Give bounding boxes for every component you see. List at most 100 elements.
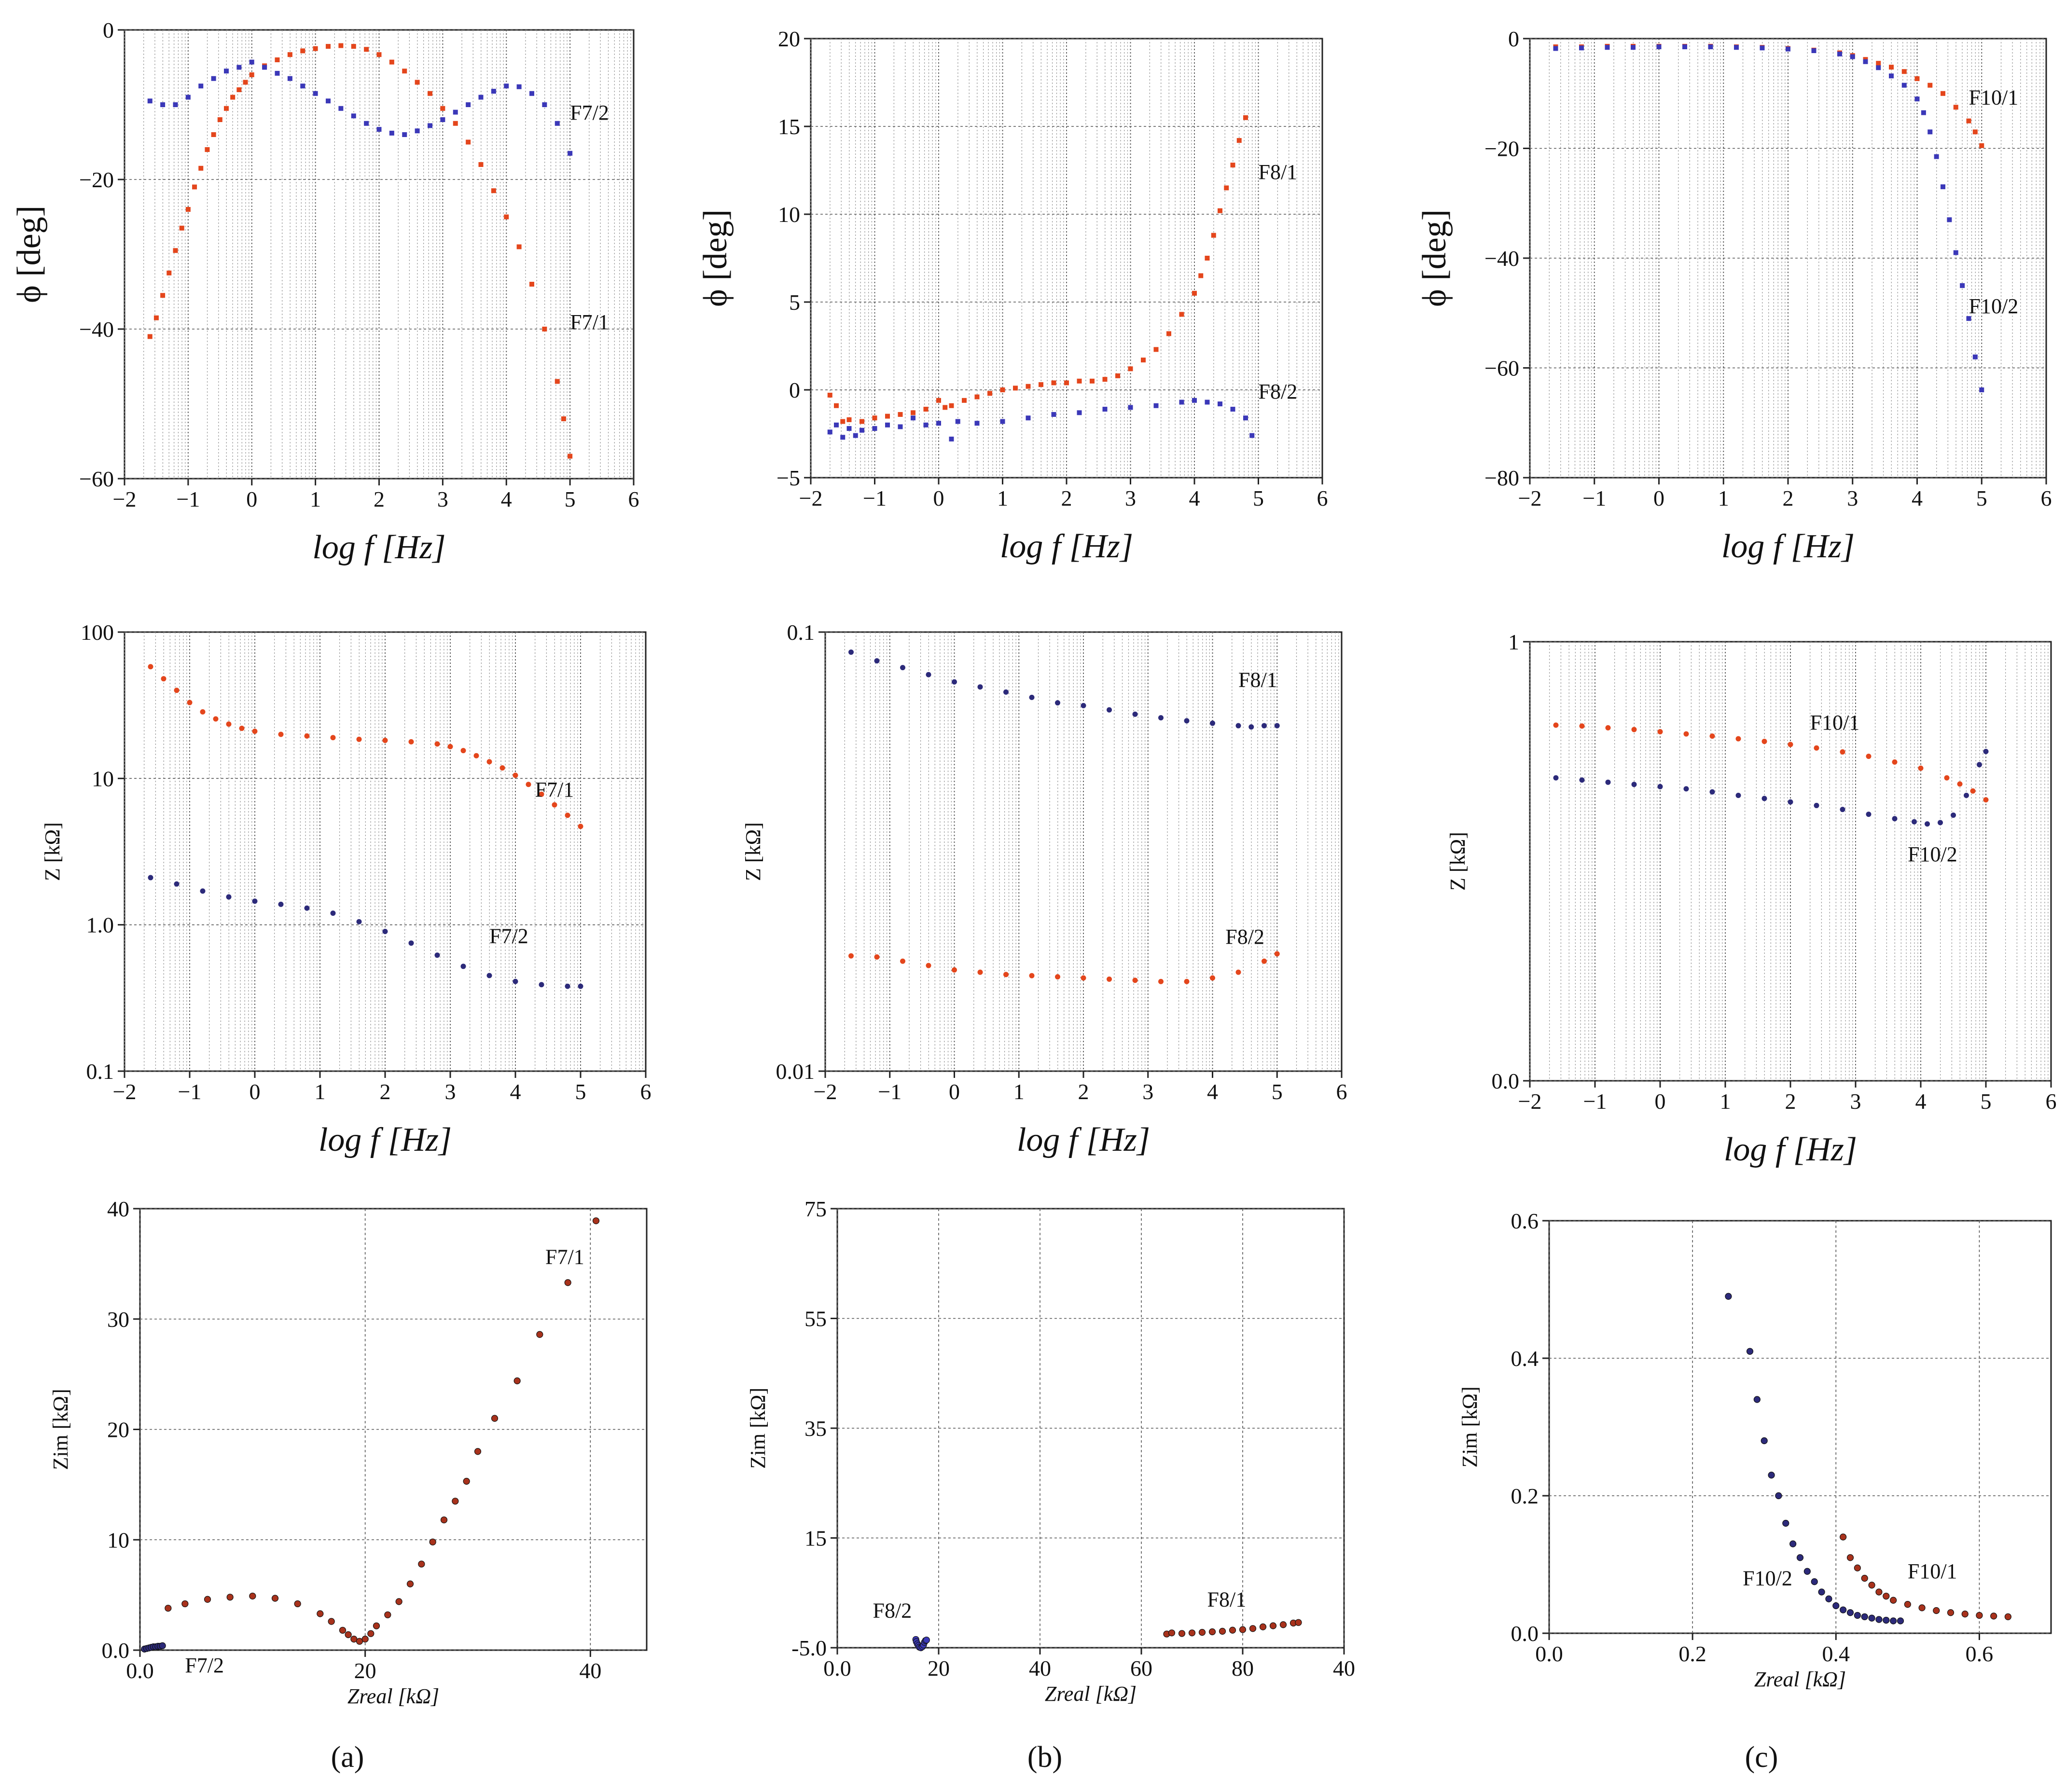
c-nyquist-point	[1832, 1602, 1840, 1610]
a-phase-xtick-label: 1	[310, 487, 321, 511]
b-modulus-point	[1107, 976, 1112, 982]
c-modulus-point	[1925, 821, 1930, 827]
a-phase-point	[351, 44, 356, 49]
a-phase-point	[198, 165, 204, 171]
b-phase-point	[1205, 400, 1210, 405]
c-nyquist-point	[1961, 1611, 1969, 1618]
a-nyquist-point	[165, 1604, 172, 1612]
c-phase-point	[1979, 387, 1984, 392]
c-modulus-xtick-label: 0	[1655, 1089, 1666, 1114]
b-nyquist-ytick-label: 55	[804, 1307, 827, 1331]
a-phase-point	[364, 47, 369, 52]
b-phase-point	[898, 424, 903, 429]
a-phase-point	[326, 44, 331, 49]
a-nyquist-point	[350, 1636, 358, 1643]
c-modulus-series-F10-2	[1553, 749, 1989, 827]
b-phase-point	[1077, 378, 1082, 384]
a-phase-point	[217, 117, 222, 122]
b-phase-point	[1026, 415, 1031, 421]
b-phase-series-label: F8/2	[1259, 380, 1298, 403]
a-nyquist-point	[463, 1477, 470, 1485]
a-phase-point	[491, 188, 496, 193]
a-modulus-point	[148, 664, 153, 670]
a-modulus-xtick-label: −1	[178, 1079, 202, 1104]
a-phase-point	[300, 83, 305, 89]
a-nyquist-point	[491, 1415, 499, 1422]
b-phase-point	[860, 427, 864, 433]
c-phase-ytick-label: 0	[1508, 27, 1519, 51]
a-nyquist-point	[395, 1598, 402, 1605]
a-modulus-series-label: F7/2	[489, 924, 528, 948]
c-modulus-point	[1944, 775, 1950, 781]
b-nyquist-point	[1178, 1630, 1186, 1637]
a-nyquist-ytick-label: 40	[107, 1197, 129, 1221]
a-phase-point	[466, 139, 471, 145]
b-nyquist-point	[1208, 1628, 1216, 1636]
c-modulus-xtick-label: 3	[1850, 1089, 1861, 1114]
a-modulus-point	[330, 735, 336, 741]
c-modulus-point	[1964, 793, 1969, 798]
a-modulus-point	[148, 875, 153, 881]
a-phase-point	[147, 98, 153, 104]
b-phase-point	[1211, 233, 1216, 238]
b-modulus-xtick-label: 4	[1207, 1079, 1218, 1104]
b-nyquist-point	[1259, 1623, 1267, 1630]
panel-letter-b: (b)	[1027, 1741, 1062, 1774]
c-modulus-point	[1709, 733, 1715, 739]
a-phase-point	[179, 225, 184, 231]
b-modulus-point	[1132, 711, 1138, 717]
b-phase-point	[1128, 366, 1133, 372]
a-phase-xtick-label: 2	[374, 487, 385, 511]
b-phase-point	[1051, 412, 1056, 417]
c-phase-xtick-label: 0	[1653, 486, 1664, 510]
a-modulus-ytick-label: 0.1	[86, 1059, 114, 1084]
c-phase-point	[1921, 110, 1926, 115]
a-phase-point	[440, 106, 445, 111]
a-phase-point	[326, 98, 331, 104]
c-phase-ytick-label: −20	[1484, 137, 1519, 161]
a-nyquist-point	[345, 1631, 352, 1639]
a-phase-point	[275, 70, 280, 76]
c-nyquist-ytick-label: 0.0	[1511, 1621, 1539, 1646]
a-phase-point	[205, 147, 210, 152]
a-phase-xtick-label: 5	[565, 487, 576, 511]
panel-letter-c: (c)	[1745, 1741, 1778, 1774]
a-nyquist-point	[592, 1217, 600, 1225]
b-modulus-point	[1055, 974, 1060, 979]
c-nyquist-point	[1854, 1564, 1861, 1571]
a-phase-point	[351, 113, 356, 119]
c-phase-point	[1901, 69, 1907, 74]
c-modulus-chart: −2 −1 0 1 2 3 4 5 6 0.0 1 log f [Hz] Z [kΩ] F10/1 F10/…	[1446, 630, 2057, 1168]
c-phase-series-label: F10/1	[1969, 86, 2019, 110]
b-nyquist-point	[1168, 1629, 1176, 1637]
c-phase-xtick-label: 6	[2041, 486, 2052, 510]
a-phase-point	[185, 207, 191, 212]
a-modulus-point	[460, 748, 466, 754]
c-phase-point	[1553, 46, 1558, 51]
a-phase-point	[453, 121, 458, 126]
a-phase-xtick-label: 4	[501, 487, 512, 511]
c-nyquist-point	[1846, 1609, 1854, 1616]
a-modulus-point	[278, 901, 284, 907]
a-nyquist-ylabel: Zim [kΩ]	[49, 1389, 72, 1470]
b-modulus-point	[1248, 724, 1254, 730]
a-modulus-point	[252, 898, 258, 904]
a-nyquist-point	[249, 1592, 256, 1600]
a-phase-point	[516, 84, 522, 89]
b-modulus-point	[848, 649, 854, 655]
c-nyquist-point	[1854, 1612, 1861, 1619]
c-nyquist-point	[1782, 1519, 1789, 1527]
b-modulus-point	[1262, 723, 1267, 729]
c-modulus-xlabel: log f [Hz]	[1724, 1131, 1857, 1168]
c-modulus-point	[1683, 786, 1689, 792]
c-nyquist-point	[1789, 1540, 1797, 1547]
a-phase-grid	[124, 29, 634, 479]
b-phase-point	[936, 421, 941, 426]
b-phase-point	[936, 398, 941, 403]
a-nyquist-series-F7-1	[165, 1217, 600, 1645]
c-nyquist-point	[1746, 1348, 1754, 1355]
c-nyquist-point	[1990, 1613, 1997, 1620]
b-modulus-point	[1055, 700, 1060, 706]
a-modulus-point	[539, 982, 544, 988]
b-modulus-series-label: F8/1	[1238, 668, 1277, 692]
